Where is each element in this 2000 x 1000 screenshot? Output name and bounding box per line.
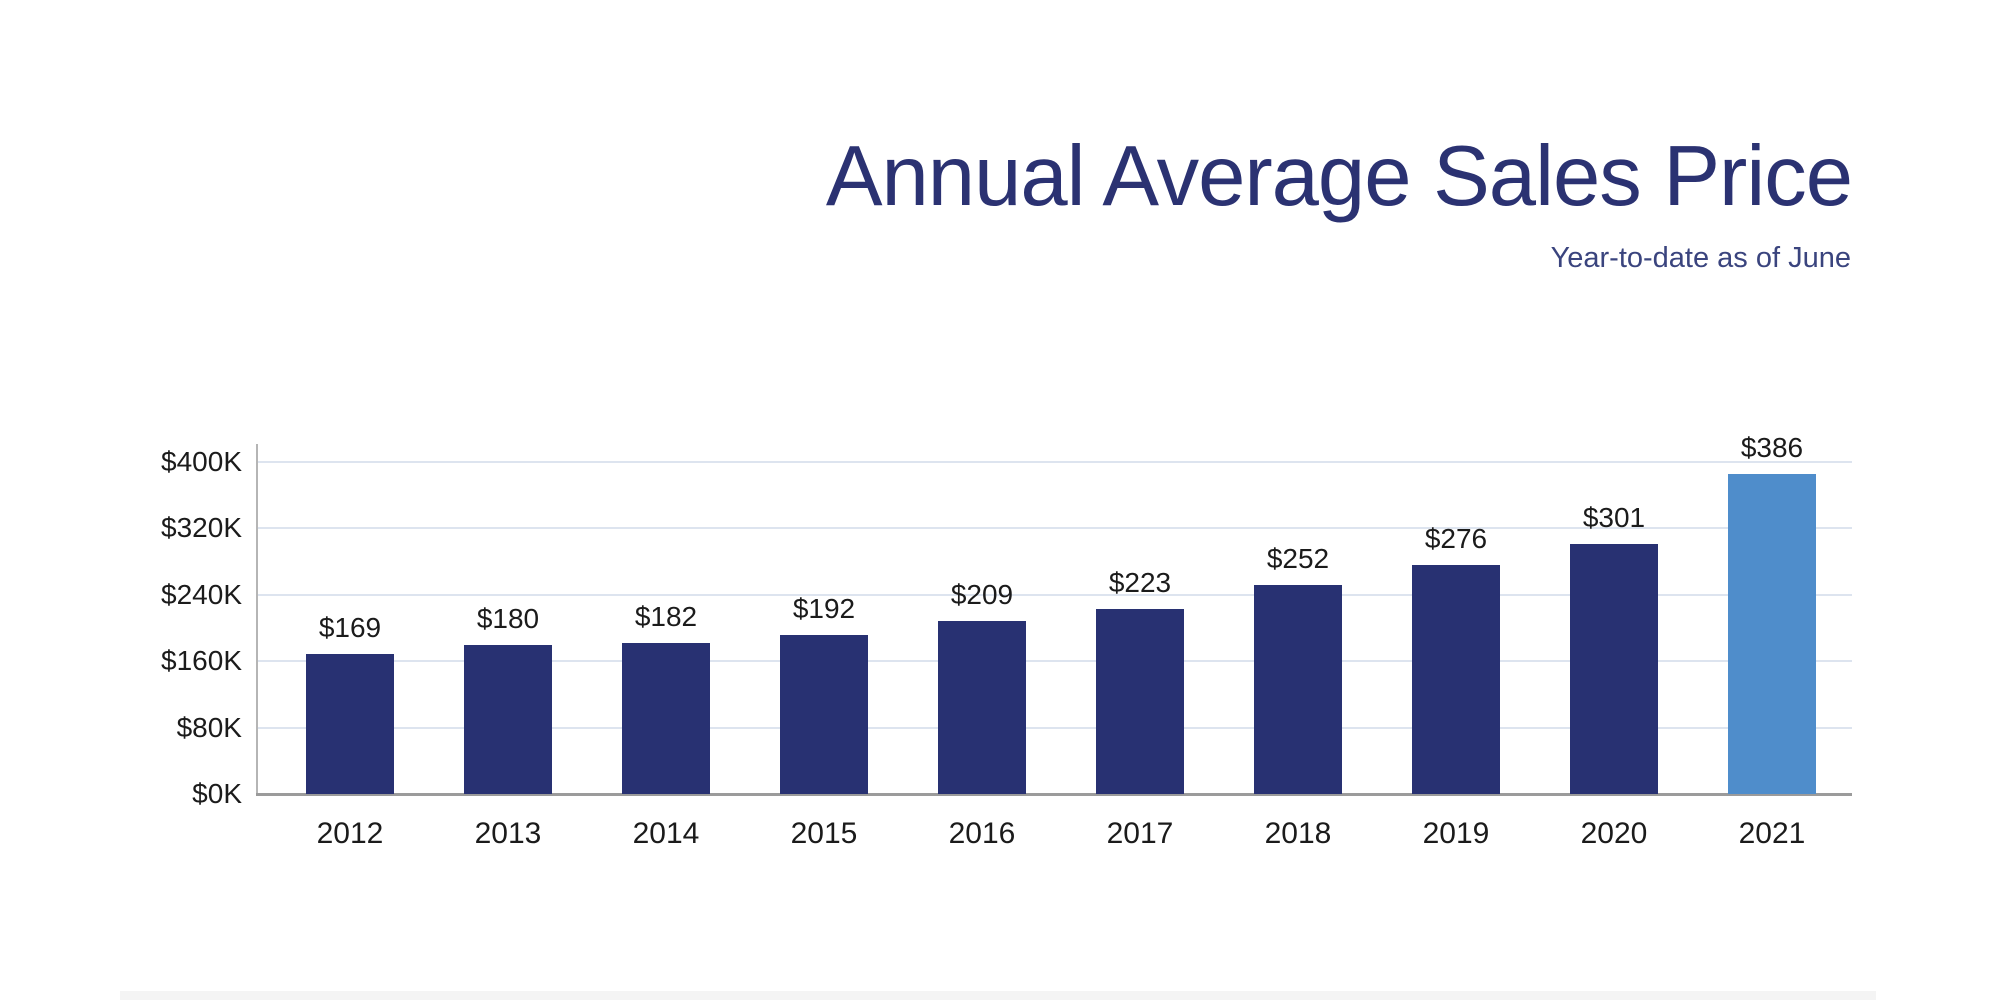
bar	[1254, 585, 1342, 794]
x-tick-label: 2017	[1106, 817, 1174, 850]
bar	[622, 643, 710, 794]
x-tick-label: 2016	[948, 817, 1016, 850]
bar-value-label: $182	[634, 601, 698, 632]
gridline	[256, 593, 1852, 596]
bar-value-label: $276	[1424, 523, 1488, 554]
bar	[938, 621, 1026, 794]
x-tick-label: 2014	[632, 817, 700, 850]
bar	[780, 635, 868, 794]
x-tick-label: 2021	[1738, 817, 1806, 850]
y-tick-label: $320K	[161, 512, 242, 544]
bar	[1570, 544, 1658, 794]
y-tick-label: $160K	[161, 645, 242, 677]
y-tick-label: $240K	[161, 578, 242, 610]
bar-value-label: $223	[1108, 567, 1172, 598]
bar-value-label: $180	[476, 603, 540, 634]
bar-chart: $0K $80K $160K $240K $320K $400K $169 2012 $180 2…	[0, 300, 2000, 900]
x-tick-label: 2015	[790, 817, 858, 850]
bar-value-label: $169	[318, 612, 382, 643]
footer-strip	[120, 991, 1876, 1000]
bar	[306, 654, 394, 794]
bar-value-label: $252	[1266, 543, 1330, 574]
y-axis-line	[256, 444, 258, 796]
bar-value-label: $209	[950, 579, 1014, 610]
bar	[1728, 474, 1816, 794]
bar	[1096, 609, 1184, 794]
bar	[1412, 565, 1500, 794]
y-tick-label: $80K	[176, 711, 242, 743]
bar-value-label: $301	[1582, 502, 1646, 533]
x-axis-line	[256, 793, 1852, 796]
y-tick-label: $400K	[161, 446, 242, 477]
x-tick-label: 2012	[316, 817, 384, 850]
bar-value-label: $386	[1740, 432, 1804, 463]
bar-value-label: $192	[792, 593, 856, 624]
x-tick-label: 2019	[1422, 817, 1490, 850]
gridline	[256, 660, 1852, 663]
x-tick-label: 2018	[1264, 817, 1332, 850]
x-tick-label: 2020	[1580, 817, 1648, 850]
gridline	[256, 461, 1852, 463]
page-title: Annual Average Sales Price	[825, 129, 1853, 224]
gridline	[256, 726, 1852, 729]
y-tick-label: $0K	[192, 778, 242, 809]
bar	[464, 645, 552, 794]
x-tick-label: 2013	[474, 817, 542, 850]
page-subtitle: Year-to-date as of June	[1550, 242, 1851, 274]
gridline	[256, 527, 1852, 530]
